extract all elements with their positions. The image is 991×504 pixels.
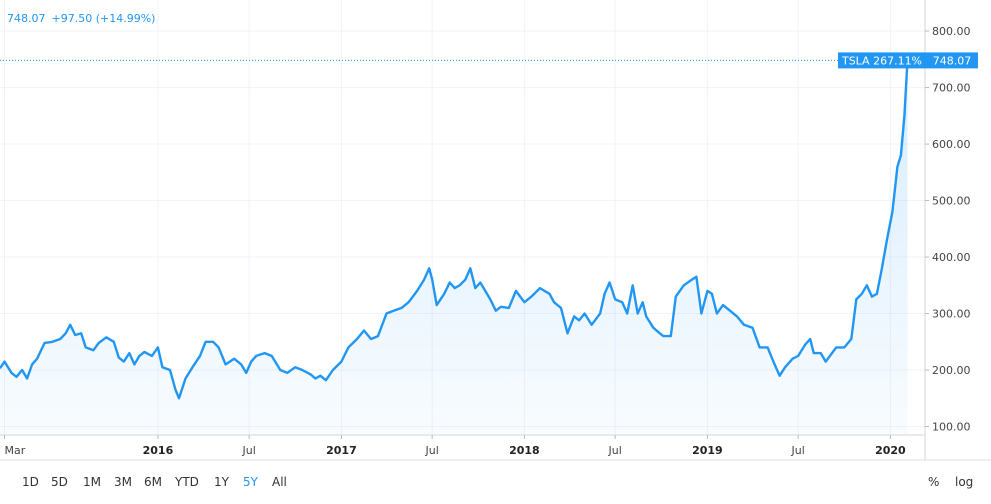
y-tick-label: 100.00 bbox=[932, 421, 971, 434]
y-tick-label: 600.00 bbox=[932, 138, 971, 151]
symbol-change-label: TSLA 267.11% bbox=[841, 54, 922, 67]
range-1m-button[interactable]: 1M bbox=[83, 475, 101, 489]
y-tick-label: 400.00 bbox=[932, 251, 971, 264]
price-area bbox=[0, 60, 908, 436]
percent-toggle[interactable]: % bbox=[928, 475, 940, 489]
y-tick-label: 800.00 bbox=[932, 25, 971, 38]
range-1y-button[interactable]: 1Y bbox=[214, 475, 229, 489]
range-6m-button[interactable]: 6M bbox=[144, 475, 162, 489]
y-axis-ticks: 100.00 200.00 300.00 400.00 500.00 600.00 700.… bbox=[925, 25, 971, 434]
x-tick-label: Jul bbox=[425, 444, 439, 457]
range-5y-button[interactable]: 5Y bbox=[243, 475, 258, 489]
y-tick-label: 700.00 bbox=[932, 82, 971, 95]
x-tick-label: 2017 bbox=[326, 444, 357, 457]
header-price: 748.07 +97.50 (+14.99%) bbox=[7, 12, 155, 25]
range-all-button[interactable]: All bbox=[272, 475, 287, 489]
y-tick-label: 500.00 bbox=[932, 195, 971, 208]
range-toolbar: 1D 5D 1M 3M 6M YTD 1Y 5Y All % log bbox=[0, 470, 991, 496]
x-tick-label: Jul bbox=[242, 444, 256, 457]
range-ytd-button[interactable]: YTD bbox=[175, 475, 199, 489]
x-tick-label: 2016 bbox=[143, 444, 174, 457]
range-1d-button[interactable]: 1D bbox=[22, 475, 39, 489]
y-tick-label: 300.00 bbox=[932, 308, 971, 321]
y-tick-label: 200.00 bbox=[932, 364, 971, 377]
log-toggle[interactable]: log bbox=[955, 475, 974, 489]
last-price-label: TSLA 267.11% 748.07 bbox=[838, 52, 978, 69]
x-tick-label: Jul bbox=[608, 444, 622, 457]
x-tick-label: Jul bbox=[791, 444, 805, 457]
price-line bbox=[0, 60, 909, 400]
x-tick-label: 2019 bbox=[692, 444, 723, 457]
x-tick-label: 2018 bbox=[509, 444, 540, 457]
range-3m-button[interactable]: 3M bbox=[114, 475, 132, 489]
x-tick-label: 2020 bbox=[875, 444, 906, 457]
last-price-value: 748.07 bbox=[933, 54, 972, 67]
x-axis-ticks: Mar 2016 Jul 2017 Jul 2018 Jul 2019 Jul 2020 bbox=[4, 435, 906, 457]
range-5d-button[interactable]: 5D bbox=[51, 475, 68, 489]
x-tick-label: Mar bbox=[5, 444, 26, 457]
